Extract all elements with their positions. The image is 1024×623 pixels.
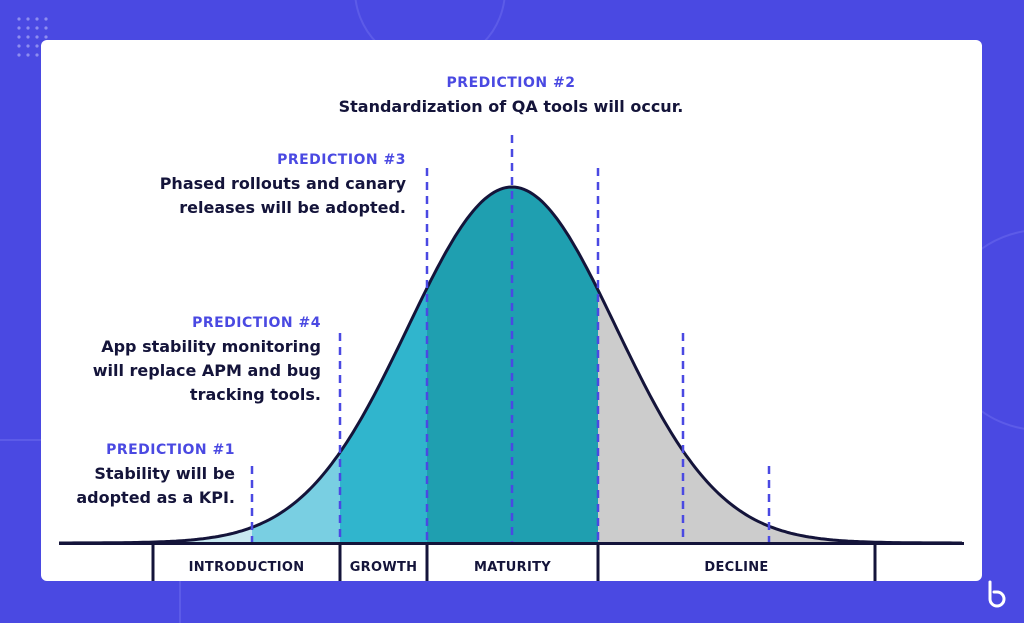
prediction-1-text-line: adopted as a KPI. xyxy=(76,488,235,507)
prediction-3-text-line: releases will be adopted. xyxy=(179,198,406,217)
prediction-2-text: Standardization of QA tools will occur. xyxy=(338,97,684,116)
lifecycle-curve xyxy=(59,185,962,545)
prediction-4-text-line: tracking tools. xyxy=(189,385,321,404)
lifecycle-card: PREDICTION #2 Standardization of QA tool… xyxy=(41,40,982,581)
prediction-2-heading: PREDICTION #2 xyxy=(446,75,576,91)
lifecycle-diagram xyxy=(59,135,964,581)
stage-decline: DECLINE xyxy=(704,560,769,575)
prediction-3: PREDICTION #3 Phased rollouts and canary… xyxy=(101,148,406,220)
prediction-3-text-line: Phased rollouts and canary xyxy=(159,174,406,193)
prediction-4-text-line: App stability monitoring xyxy=(101,337,321,356)
prediction-1-heading: PREDICTION #1 xyxy=(106,442,235,458)
prediction-2: PREDICTION #2 Standardization of QA tool… xyxy=(261,71,761,119)
stage-introduction: INTRODUCTION xyxy=(188,560,305,575)
prediction-1: PREDICTION #1 Stability will be adopted … xyxy=(51,438,235,510)
prediction-4-heading: PREDICTION #4 xyxy=(192,315,321,331)
prediction-4: PREDICTION #4 App stability monitoring w… xyxy=(61,311,321,407)
decline-region xyxy=(598,187,964,543)
prediction-3-heading: PREDICTION #3 xyxy=(277,152,406,168)
prediction-4-text-line: will replace APM and bug xyxy=(92,361,321,380)
stage-growth: GROWTH xyxy=(349,560,418,575)
prediction-1-text-line: Stability will be xyxy=(94,464,235,483)
stage-maturity: MATURITY xyxy=(474,560,551,575)
growth-region xyxy=(340,187,427,543)
brand-logo-icon xyxy=(988,580,1006,608)
